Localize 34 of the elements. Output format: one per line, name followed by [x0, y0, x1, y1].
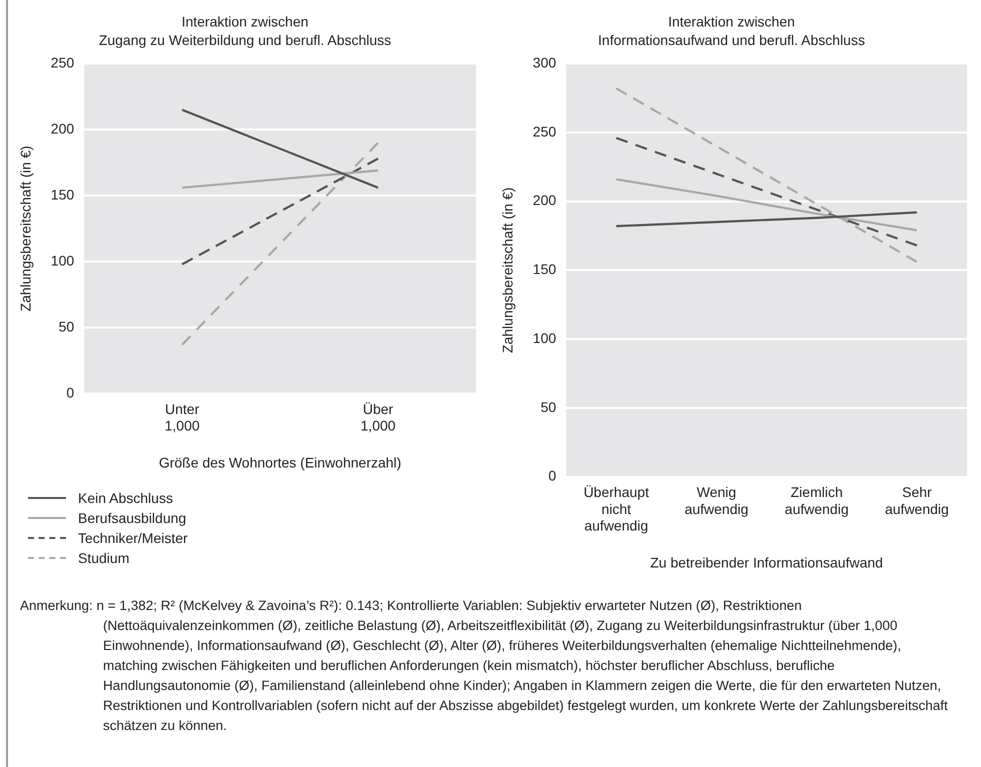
x-tick-label: Ziemlich aufwendig [784, 484, 849, 517]
legend-label: Berufsausbildung [78, 510, 186, 526]
chart-subtitle: Informationsaufwand und berufl. Abschluss [598, 32, 865, 48]
x-tick-label: Sehr aufwendig [884, 484, 949, 517]
y-tick-label: 250 [532, 123, 556, 140]
y-axis-title: Zahlungsbereitschaft (in €) [17, 146, 34, 312]
y-tick-label: 250 [50, 54, 74, 70]
x-tick-label: Überhaupt nicht aufwendig [584, 484, 650, 534]
x-tick-label: Wenig aufwendig [684, 484, 748, 517]
legend-label: Techniker/Meister [78, 530, 188, 546]
y-tick-label: 200 [532, 192, 556, 208]
y-tick-label: 50 [58, 318, 74, 334]
legend-label: Studium [78, 550, 130, 566]
x-axis-title: Zu betreibender Informationsaufwand [650, 554, 883, 570]
y-tick-label: 0 [548, 468, 556, 484]
line-series [615, 136, 918, 247]
legend-label: Kein Abschluss [78, 490, 173, 506]
x-axis-title: Größe des Wohnortes (Einwohnerzahl) [158, 454, 402, 470]
chart-subtitle: Zugang zu Weiterbildung und berufl. Abschluss [98, 32, 392, 48]
y-tick-label: 100 [532, 330, 556, 346]
y-tick-label: 0 [66, 384, 74, 400]
y-axis-title: Zahlungsbereitschaft (in €) [499, 187, 516, 354]
y-tick-label: 150 [50, 186, 74, 202]
chart-title: Interaktion zwischen [668, 13, 795, 30]
y-tick-label: 100 [50, 252, 74, 268]
line-series [615, 87, 918, 264]
x-tick-label: Über 1,000 [360, 400, 396, 434]
x-tick-label: Unter 1,000 [164, 400, 200, 434]
chart-title: Interaktion zwischen [182, 13, 308, 30]
y-tick-label: 50 [540, 398, 556, 415]
y-tick-label: 150 [532, 261, 556, 278]
y-tick-label: 200 [50, 120, 74, 136]
text: Anmerkung: n = 1,382; R² (McKelvey & Zavoina’s R²): 0.143; Kontrollierte Variablen: Subjektiv erwarteter Nutzen (Ø), Restriktionen (Nettoäquivalenzeinkommen (Ø), zeitliche Belastung (Ø), Arbeitszeitflexibilität (Ø), Zugang zu Weiterbildungsinfrastruktur (über 1,000 Einwohnende), Informationsaufwand (Ø), Geschlecht (Ø), Alter (Ø), früheres Weiterbildungsverhalten (ehemalige Nichtteilnehmende), matching zwischen Fähigkeiten und beruflichen Anforderungen (kein mismatch), höchster beruflicher Abschluss, berufliche Handlungsautonomie (Ø), Familienstand (alleinlebend ohne Kinder); Angaben in Klammern zeigen die Werte, die für den erwarteten Nutzen, Restriktionen und Kontrollvariablen (sofern nicht auf der Abszisse abgebildet) festgelegt wurden, um konkrete Werte der Zahlungsbereitschaft schätzen zu können. [20, 597, 949, 735]
y-tick-label: 300 [532, 54, 556, 70]
